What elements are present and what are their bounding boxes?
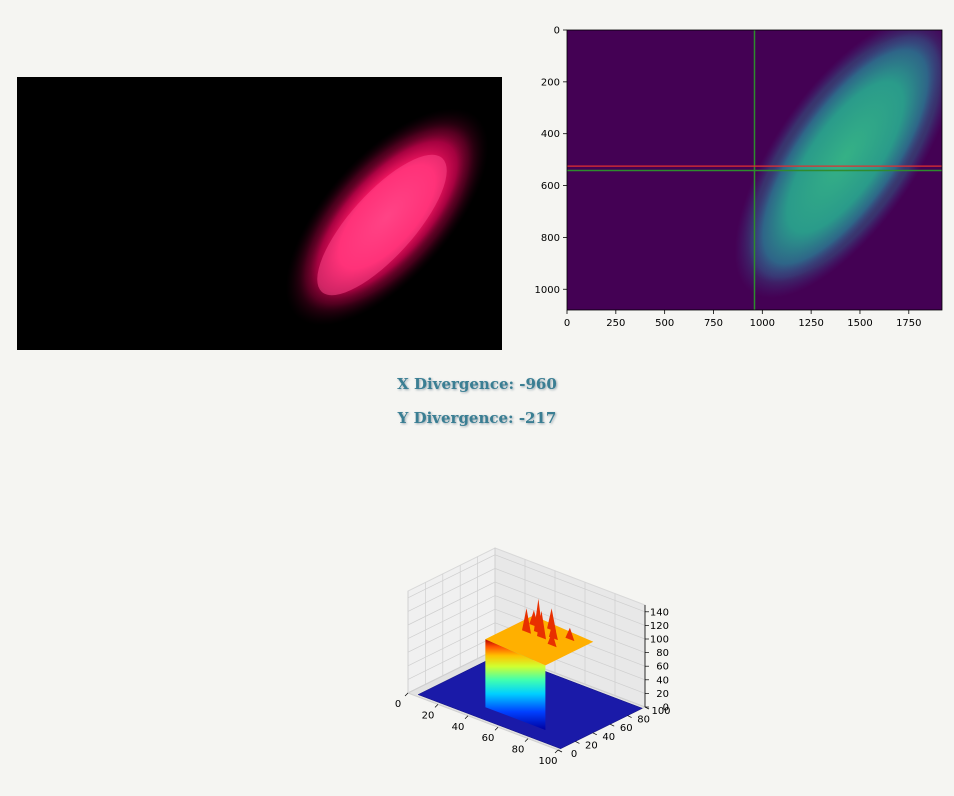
heatmap-frame — [566, 29, 943, 311]
surface-grid-line — [407, 554, 646, 613]
surface-x-tick-mark — [404, 692, 409, 697]
heatmap-x-tick-label: 250 — [606, 318, 625, 329]
surface-z-tick-label: 120 — [650, 621, 669, 632]
heatmap-plot: 0 250 500 750 1000 1250 1500 1750 0 200 400 600 800 1… — [530, 22, 950, 342]
surface-y-tick-mark — [592, 732, 597, 736]
surface-grid-line — [407, 622, 646, 681]
heatmap-x-tick-label: 0 — [564, 318, 570, 329]
surface-x-tick-label: 0 — [395, 699, 401, 710]
surface-grid-line — [407, 568, 646, 626]
surface-peak — [529, 610, 539, 628]
heatmap-y-tick-label: 600 — [541, 181, 560, 192]
heatmap-chart: 0 250 500 750 1000 1250 1500 1750 0 200 400 600 800 1… — [535, 26, 943, 329]
surface-y-tick-label: 60 — [620, 723, 633, 734]
surface-y-tick-label: 80 — [637, 715, 650, 726]
heatmap-y-tick-label: 800 — [541, 233, 560, 244]
heatmap-x-tick-label: 500 — [655, 318, 674, 329]
surface-grid-line — [407, 608, 646, 667]
surface-x-tick-label: 60 — [482, 733, 495, 744]
heatmap-x-tick-label: 1000 — [750, 318, 775, 329]
surface-peak — [565, 627, 575, 642]
surface-x-tick-label: 20 — [422, 710, 435, 721]
heatmap-y-tick-label: 200 — [541, 77, 560, 88]
heatmap-y-tick-label: 0 — [554, 26, 560, 37]
surface-y-tick-label: 20 — [585, 740, 598, 751]
surface-peak — [547, 608, 557, 632]
surface-plateau-top — [485, 615, 594, 666]
surface-z-tick-label: 20 — [656, 689, 669, 700]
surface-peak — [522, 608, 531, 634]
surface-grid-line — [407, 595, 646, 653]
y-divergence-readout: Y Divergence: -217 — [397, 409, 557, 427]
heatmap-y-tick-label: 400 — [541, 129, 560, 140]
surface-y-tick-label: 0 — [571, 749, 577, 760]
surface-x-tick-label: 80 — [512, 745, 525, 756]
heatmap-x-tick-label: 1750 — [896, 318, 921, 329]
surface-plateau-front — [485, 639, 546, 730]
surface-y-tick-mark — [627, 715, 632, 718]
heatmap-x-tick-label: 1500 — [847, 318, 872, 329]
heatmap-beam-region — [748, 31, 942, 283]
surface-z-tick-label: 80 — [656, 648, 669, 659]
surface-y-tick-label: 40 — [602, 732, 615, 743]
surface-x-tick-mark — [554, 749, 559, 754]
surface-x-tick-mark — [464, 715, 469, 720]
surface-x-tick-label: 100 — [538, 756, 557, 767]
surface-x-tick-mark — [434, 704, 439, 708]
surface-chart: 0204060801000204060801000204060801001201… — [395, 547, 671, 767]
surface-x-tick-label: 40 — [452, 722, 465, 733]
surface-peak — [537, 610, 546, 640]
beam-spot-image — [285, 108, 489, 326]
surface-plot: 0 20 40 60 80 100 0 20 40 60 80 100 0 20 40 60 80 100 120 1… — [380, 505, 680, 790]
surface-z-tick-label: 60 — [656, 662, 669, 673]
surface-y-tick-label: 100 — [651, 706, 670, 717]
surface-peak — [547, 631, 557, 648]
surface-grid-line — [407, 581, 646, 640]
surface-y-tick-mark — [610, 723, 615, 727]
surface-z-tick-label: 0 — [663, 703, 669, 714]
surface-z-tick-label: 40 — [656, 675, 669, 686]
heatmap-x-tick-label: 1250 — [798, 318, 823, 329]
surface-z-tick-label: 140 — [650, 607, 669, 618]
x-divergence-readout: X Divergence: -960 — [397, 375, 557, 393]
surface-x-tick-mark — [524, 738, 529, 742]
surface-z-tick-label: 100 — [650, 635, 669, 646]
surface-x-tick-mark — [494, 726, 499, 731]
surface-y-tick-mark — [557, 749, 563, 753]
raw-beam-image — [17, 77, 502, 350]
heatmap-y-tick-label: 1000 — [535, 285, 560, 296]
heatmap-x-tick-label: 750 — [704, 318, 723, 329]
surface-y-tick-mark — [575, 741, 580, 744]
